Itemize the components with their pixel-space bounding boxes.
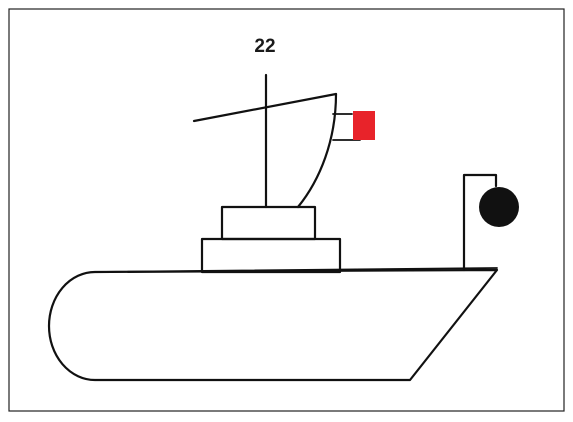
gaff	[192, 92, 338, 123]
sail	[296, 92, 338, 209]
signal-pole	[462, 173, 498, 272]
red-flag	[353, 111, 375, 140]
figure-number: 22	[254, 36, 275, 57]
figure-border	[8, 8, 565, 412]
boat-hull	[47, 268, 499, 382]
deck-line	[94, 267, 498, 273]
upper-cabin	[220, 205, 317, 241]
black-ball-signal	[479, 187, 519, 227]
